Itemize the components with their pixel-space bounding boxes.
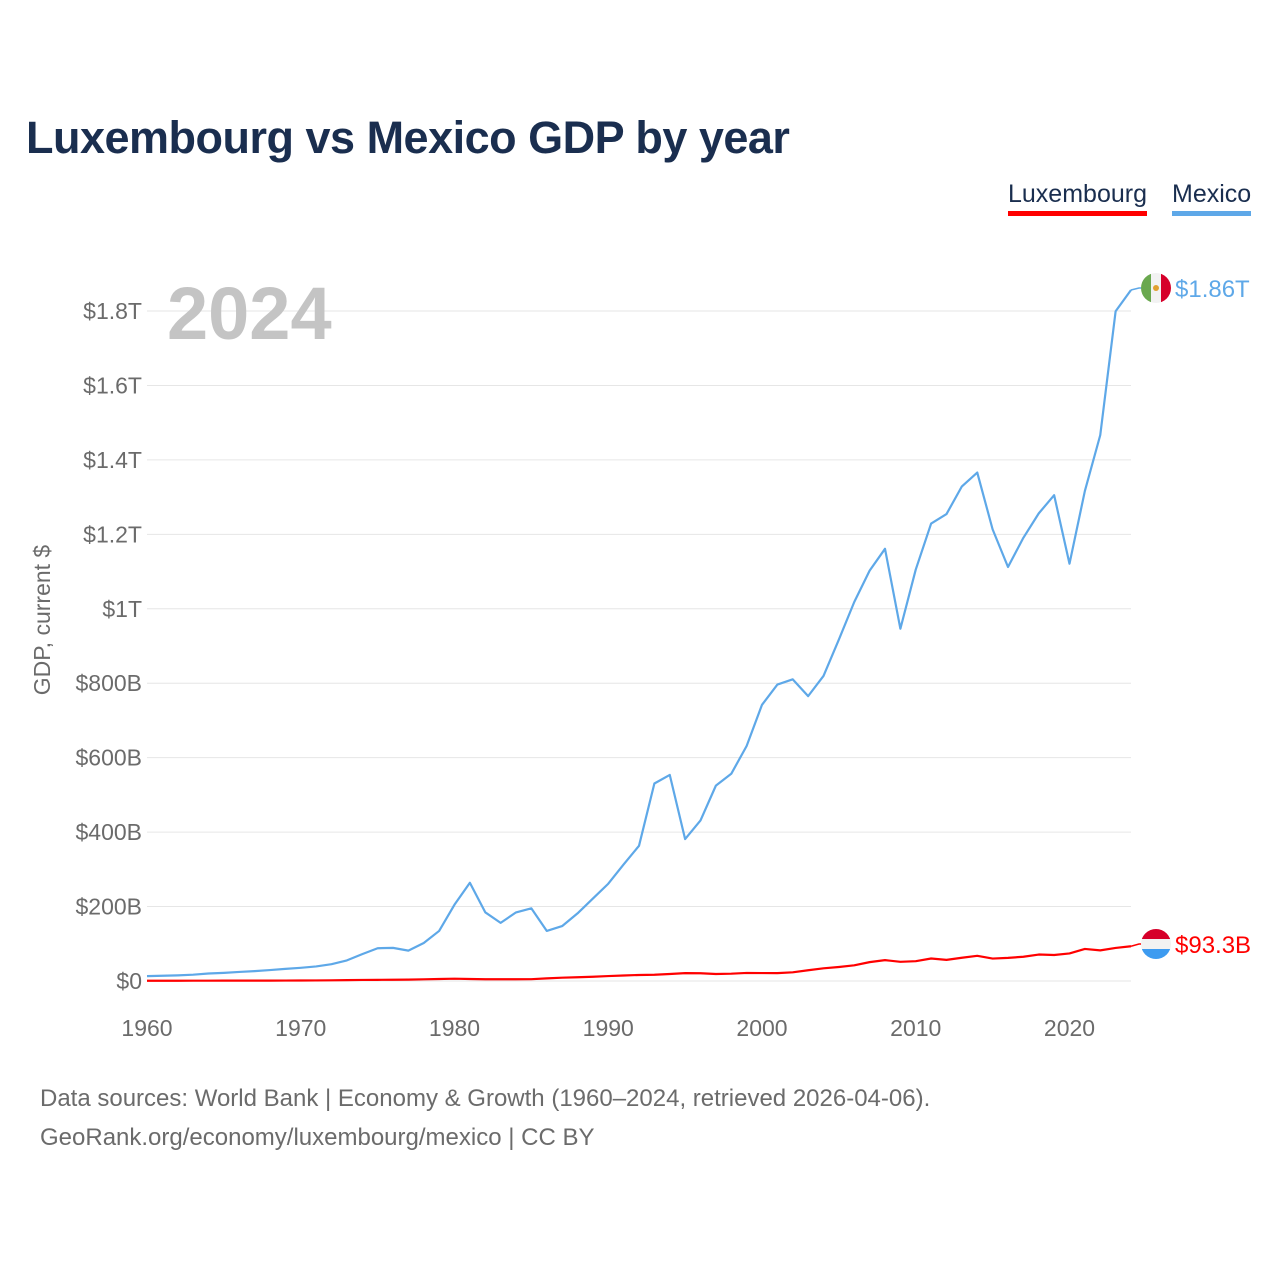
x-tick-label: 2010 (890, 1015, 941, 1041)
end-connector (1130, 287, 1141, 291)
x-tick-label: 1970 (275, 1015, 326, 1041)
y-tick-label: $800B (75, 670, 142, 696)
y-tick-label: $200B (75, 894, 142, 920)
x-tick-label: 1960 (121, 1015, 172, 1041)
series-line-mexico (146, 289, 1132, 978)
y-tick-label: $1.8T (83, 298, 142, 324)
line-chart: $0 $200B $400B $600B $800B $1T $1.2T $1.4T $1.6T… (29, 272, 1251, 1041)
x-tick-label: 2020 (1044, 1015, 1095, 1041)
end-value-label-luxembourg: $93.3B (1175, 932, 1251, 959)
luxembourg-flag-icon (1141, 929, 1171, 959)
footer-sources: Data sources: World Bank | Economy & Gro… (40, 1085, 931, 1112)
y-tick-label: $400B (75, 819, 142, 845)
x-tick-label: 1990 (583, 1015, 634, 1041)
x-tick-label: 1980 (429, 1015, 480, 1041)
y-tick-label: $0 (116, 968, 142, 994)
series-line-luxembourg (146, 945, 1132, 982)
mexico-flag-icon (1141, 273, 1171, 303)
end-value-label-mexico: $1.86T (1175, 276, 1250, 303)
year-watermark: 2024 (167, 272, 332, 355)
chart-title: Luxembourg vs Mexico GDP by year (26, 112, 790, 163)
y-tick-label: $1.2T (83, 521, 142, 547)
legend-mexico[interactable]: Mexico (1172, 180, 1252, 216)
y-axis-label: GDP, current $ (29, 545, 55, 696)
end-connector (1130, 943, 1141, 947)
y-tick-label: $1T (102, 596, 142, 622)
x-tick-label: 2000 (736, 1015, 787, 1041)
footer-attribution: GeoRank.org/economy/luxembourg/mexico | … (40, 1124, 595, 1151)
y-tick-label: $600B (75, 745, 142, 771)
legend-luxembourg[interactable]: Luxembourg (1008, 180, 1147, 216)
y-tick-label: $1.4T (83, 447, 142, 473)
y-tick-label: $1.6T (83, 372, 142, 398)
